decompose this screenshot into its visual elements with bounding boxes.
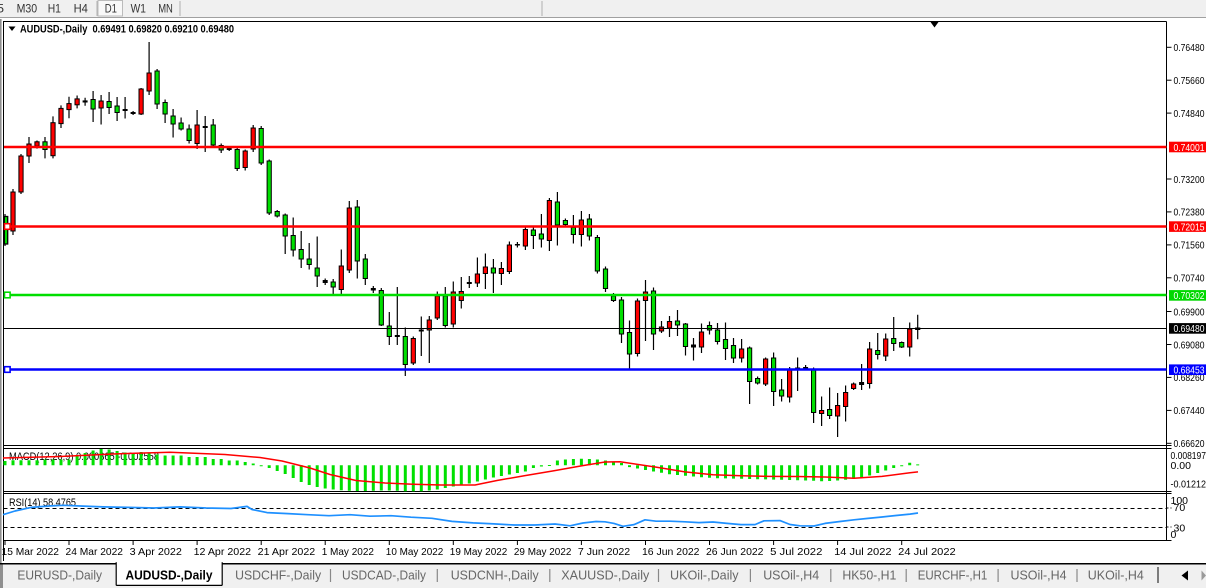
svg-text:0.66620: 0.66620 <box>1174 438 1205 450</box>
svg-text:UKOil-,H4: UKOil-,H4 <box>1088 568 1144 583</box>
svg-text:7 Jun 2022: 7 Jun 2022 <box>578 546 630 558</box>
svg-text:26 Jun 2022: 26 Jun 2022 <box>706 546 764 558</box>
svg-text:USOil-,H4: USOil-,H4 <box>1011 568 1067 583</box>
svg-text:XAUUSD-,Daily: XAUUSD-,Daily <box>561 568 649 583</box>
svg-text:0.73200: 0.73200 <box>1174 174 1205 186</box>
svg-text:70: 70 <box>1174 502 1186 514</box>
svg-text:AUDUSD-,Daily 0.69491 0.69820: AUDUSD-,Daily 0.69491 0.69820 0.69210 0.… <box>20 24 234 36</box>
svg-text:21 Apr 2022: 21 Apr 2022 <box>258 546 316 558</box>
svg-text:30: 30 <box>1174 523 1186 535</box>
svg-text:0.70302: 0.70302 <box>1174 290 1205 302</box>
svg-text:UKOil-,Daily: UKOil-,Daily <box>670 568 739 583</box>
svg-text:D1: D1 <box>105 2 117 16</box>
svg-text:HK50-,H1: HK50-,H1 <box>842 568 896 583</box>
svg-text:USDCNH-,Daily: USDCNH-,Daily <box>451 568 539 583</box>
svg-text:0.76480: 0.76480 <box>1174 42 1205 54</box>
svg-text:1 May 2022: 1 May 2022 <box>322 546 374 558</box>
svg-text:29 May 2022: 29 May 2022 <box>514 546 572 558</box>
svg-text:0.72015: 0.72015 <box>1174 221 1205 233</box>
svg-text:12 Apr 2022: 12 Apr 2022 <box>194 546 252 558</box>
svg-text:24 Mar 2022: 24 Mar 2022 <box>66 546 124 558</box>
svg-text:EURCHF-,H1: EURCHF-,H1 <box>918 568 988 583</box>
svg-text:0.69480: 0.69480 <box>1174 323 1205 335</box>
svg-text:16 Jun 2022: 16 Jun 2022 <box>642 546 700 558</box>
svg-text:0.72380: 0.72380 <box>1174 207 1205 219</box>
svg-text:0.74001: 0.74001 <box>1174 142 1205 154</box>
svg-text:W1: W1 <box>131 2 147 16</box>
svg-text:5: 5 <box>0 2 4 16</box>
svg-text:USOil-,H4: USOil-,H4 <box>763 568 819 583</box>
svg-text:H4: H4 <box>74 2 89 16</box>
svg-text:0.69900: 0.69900 <box>1174 306 1205 318</box>
svg-text:0.74840: 0.74840 <box>1174 108 1205 120</box>
svg-text:0: 0 <box>1171 529 1177 541</box>
svg-text:0.70740: 0.70740 <box>1174 273 1205 285</box>
svg-text:10 May 2022: 10 May 2022 <box>386 546 444 558</box>
svg-text:14 Jul 2022: 14 Jul 2022 <box>834 546 892 558</box>
svg-text:3 Apr 2022: 3 Apr 2022 <box>130 546 182 558</box>
svg-text:0.67440: 0.67440 <box>1174 405 1205 417</box>
svg-text:0.71560: 0.71560 <box>1174 240 1205 252</box>
svg-text:-0.01212: -0.01212 <box>1171 479 1206 491</box>
svg-text:0.68260: 0.68260 <box>1174 372 1205 384</box>
svg-text:0.69080: 0.69080 <box>1174 339 1205 351</box>
svg-text:15 Mar 2022: 15 Mar 2022 <box>2 546 60 558</box>
svg-text:0.75660: 0.75660 <box>1174 75 1205 87</box>
svg-text:M30: M30 <box>17 2 38 16</box>
svg-text:EURUSD-,Daily: EURUSD-,Daily <box>17 568 102 583</box>
svg-text:24 Jul 2022: 24 Jul 2022 <box>898 546 956 558</box>
svg-text:H1: H1 <box>48 2 61 16</box>
svg-text:19 May 2022: 19 May 2022 <box>450 546 508 558</box>
svg-text:USDCAD-,Daily: USDCAD-,Daily <box>342 568 426 583</box>
svg-text:100: 100 <box>1171 495 1189 507</box>
svg-text:0.00: 0.00 <box>1171 460 1192 472</box>
svg-text:5 Jul 2022: 5 Jul 2022 <box>770 546 822 558</box>
svg-text:0.68453: 0.68453 <box>1174 365 1205 377</box>
svg-text:0.008197: 0.008197 <box>1171 450 1206 462</box>
svg-text:MN: MN <box>158 2 173 16</box>
svg-text:AUDUSD-,Daily: AUDUSD-,Daily <box>126 568 214 583</box>
svg-text:USDCHF-,Daily: USDCHF-,Daily <box>235 568 321 583</box>
